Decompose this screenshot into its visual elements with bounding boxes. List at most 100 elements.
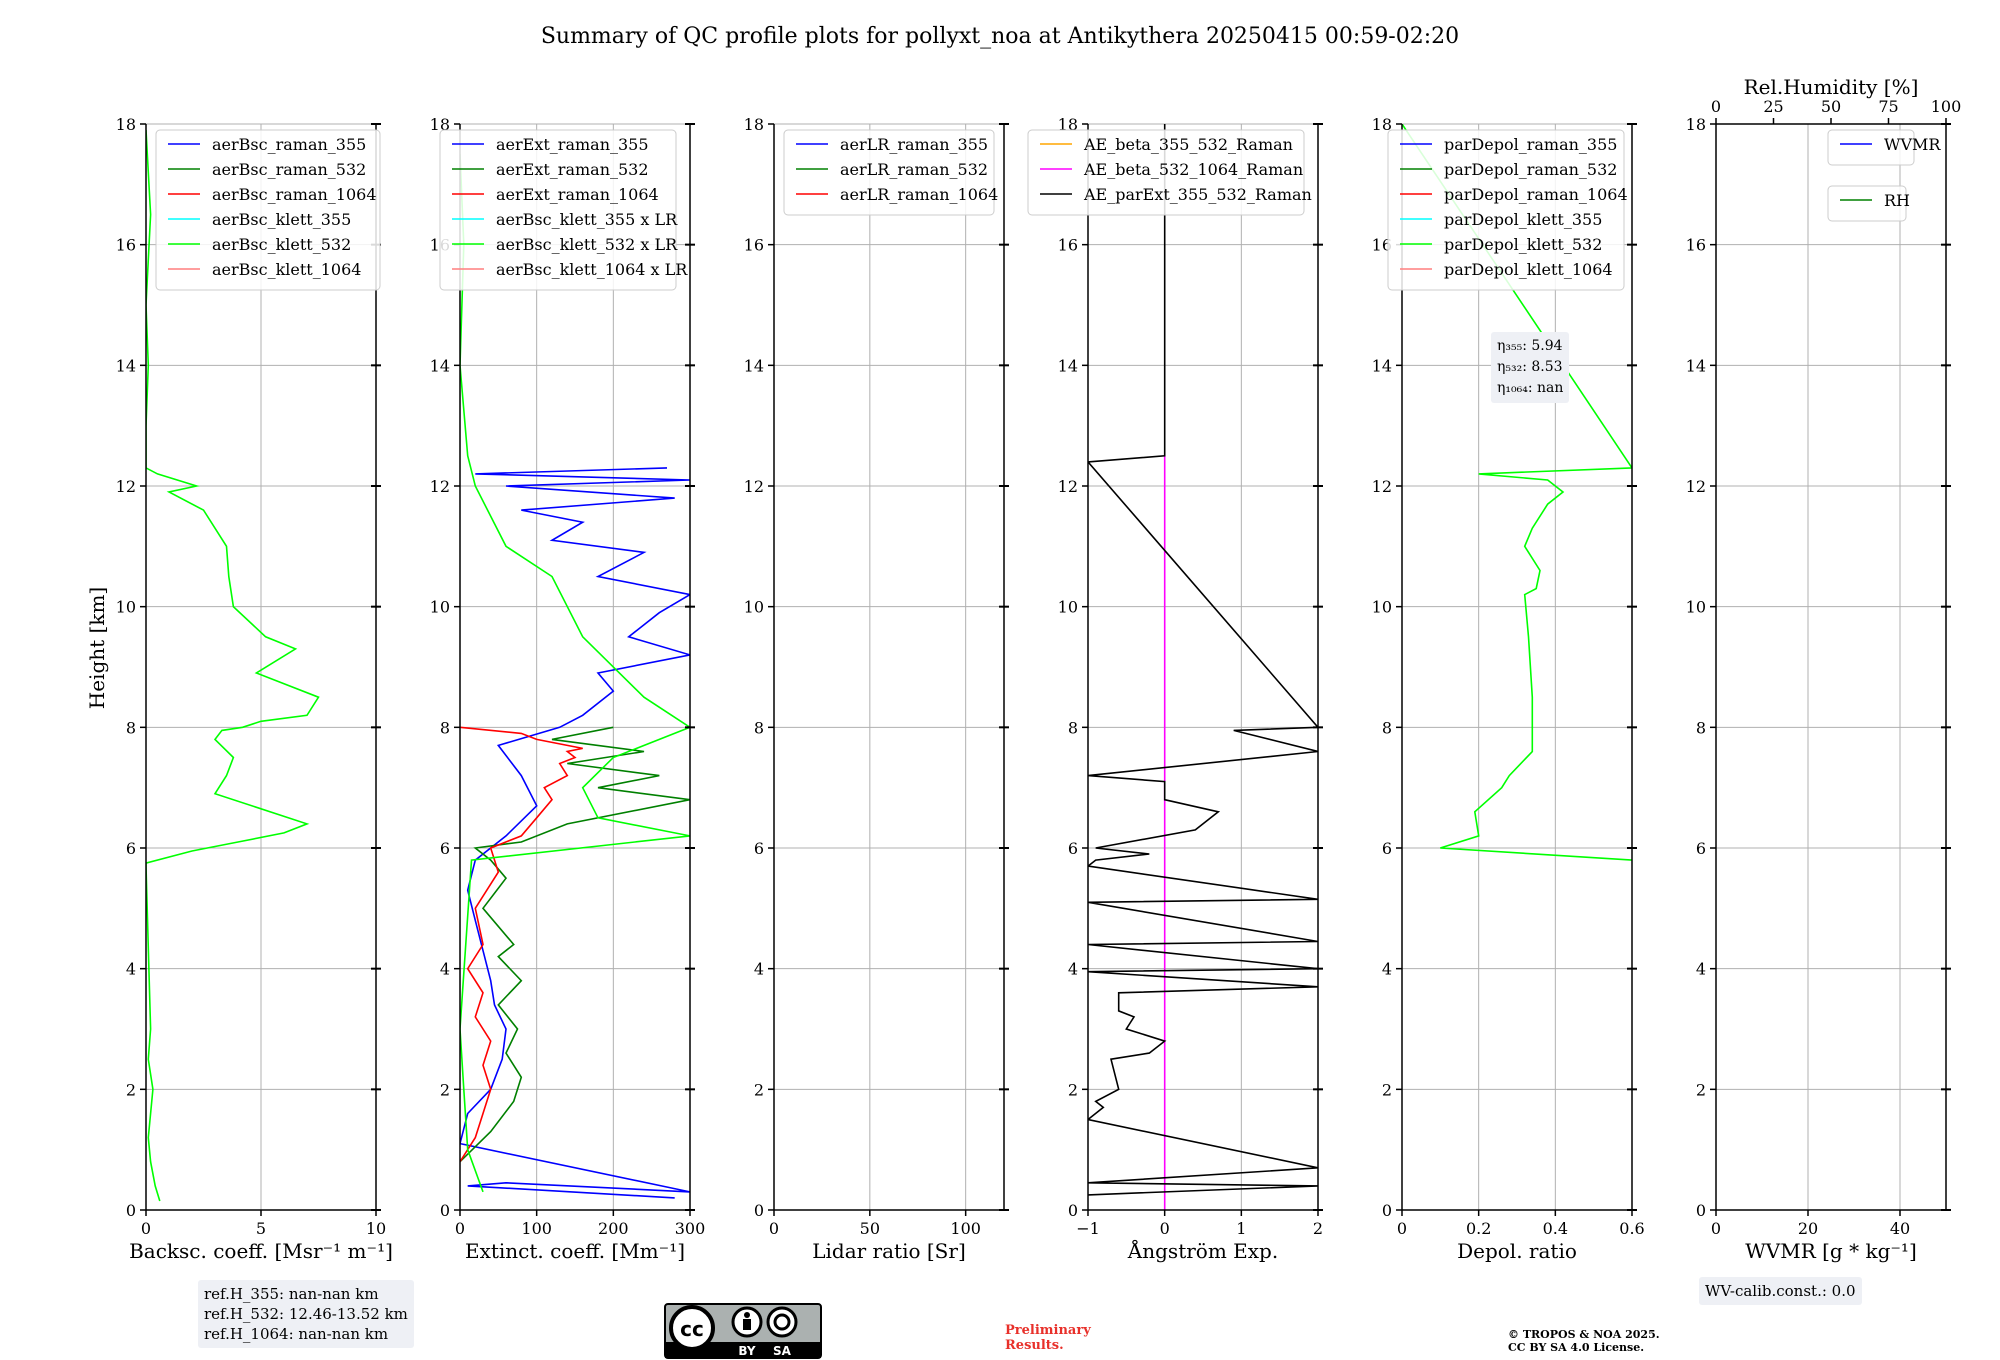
y-tick-label: 4 — [754, 960, 764, 979]
x-tick-label: −1 — [1076, 1219, 1100, 1238]
y-tick-label: 2 — [1068, 1080, 1078, 1099]
y-tick-label: 12 — [430, 477, 450, 496]
x-axis-label: Lidar ratio [Sr] — [812, 1239, 966, 1263]
y-tick-label: 8 — [440, 718, 450, 737]
panel-2: 0246810121416180100200300Extinct. coeff.… — [430, 115, 706, 1263]
y-tick-label: 10 — [1686, 598, 1706, 617]
eta-1064: η₁₀₆₄: nan — [1497, 380, 1564, 396]
legend: aerLR_raman_355 aerLR_raman_532 aerLR_rama… — [783, 129, 998, 216]
x-tick-label: 10 — [366, 1219, 386, 1238]
legend-frame — [1387, 129, 1625, 291]
y-tick-label: 14 — [430, 356, 450, 375]
ref-height-532: ref.H_532: 12.46-13.52 km — [204, 1305, 408, 1323]
y-tick-label: 18 — [1372, 115, 1392, 134]
y-tick-label: 12 — [1058, 477, 1078, 496]
x-tick-label: 1 — [1236, 1219, 1246, 1238]
legend-label: aerLR_raman_1064 — [840, 185, 998, 204]
legend-label: aerExt_raman_1064 — [496, 185, 659, 204]
legend-frame — [155, 129, 381, 291]
legend-frame — [1827, 185, 1907, 222]
y-tick-label: 14 — [1372, 356, 1392, 375]
legend-label: aerBsc_klett_355 — [212, 210, 351, 229]
y-tick-label: 4 — [126, 960, 136, 979]
series-line-ae-parext-355-532-raman — [1088, 124, 1318, 1196]
legend-label: parDepol_raman_532 — [1444, 160, 1617, 179]
x-tick-label: 5 — [256, 1219, 266, 1238]
copyright-line-1: © TROPOS & NOA 2025. — [1508, 1328, 1660, 1341]
y-tick-label: 0 — [1696, 1201, 1706, 1220]
x-tick-label: 20 — [1798, 1219, 1818, 1238]
license-by-label: BY — [738, 1344, 755, 1358]
y-tick-label: 8 — [1068, 718, 1078, 737]
x-axis-label: Depol. ratio — [1457, 1239, 1577, 1263]
y-tick-label: 6 — [126, 839, 136, 858]
legend-label: parDepol_klett_355 — [1444, 210, 1602, 229]
y-tick-label: 8 — [1382, 718, 1392, 737]
x-axis-label: Ångström Exp. — [1127, 1238, 1278, 1263]
legend-label: aerBsc_raman_355 — [212, 135, 366, 154]
ref-height-1064: ref.H_1064: nan-nan km — [204, 1325, 389, 1343]
y-tick-label: 6 — [440, 839, 450, 858]
panel-5: 0 2 4 6 8 10 12 14 16 18 0 0.2 0.4 0.6 Depol. ratio par… — [1372, 115, 1645, 1263]
x-tick-label: 0 — [1711, 1219, 1721, 1238]
x-tick-label: 0 — [1160, 1219, 1170, 1238]
legend: parDepol_raman_355 parDepol_raman_532 parD… — [1387, 129, 1628, 291]
y-axis-label: Height [km] — [85, 587, 109, 709]
top-x-tick-label: 75 — [1878, 97, 1898, 116]
y-tick-label: 0 — [1382, 1201, 1392, 1220]
x-tick-label: 0.6 — [1619, 1219, 1644, 1238]
top-x-tick-label: 0 — [1711, 97, 1721, 116]
wv-calib-box: WV-calib.const.: 0.0 — [1699, 1277, 1862, 1305]
y-tick-label: 6 — [1068, 839, 1078, 858]
y-tick-label: 18 — [1058, 115, 1078, 134]
legend-frame — [783, 129, 995, 216]
y-tick-label: 10 — [430, 598, 450, 617]
series-line-aerext-raman-532 — [460, 726, 690, 1163]
legend: WVMR — [1827, 129, 1941, 166]
legend-label: RH — [1884, 191, 1910, 210]
y-tick-label: 18 — [1686, 115, 1706, 134]
cc-icon — [669, 1305, 715, 1351]
y-tick-label: 6 — [754, 839, 764, 858]
y-tick-label: 2 — [1382, 1080, 1392, 1099]
y-tick-label: 4 — [440, 960, 450, 979]
x-tick-label: 0.2 — [1466, 1219, 1491, 1238]
preliminary-line-1: Preliminary — [1005, 1323, 1091, 1338]
y-tick-label: 10 — [1058, 598, 1078, 617]
legend-label: aerBsc_klett_355 x LR — [496, 210, 678, 229]
legend: AE_beta_355_532_Raman AE_beta_532_1064_Ra… — [1027, 129, 1312, 216]
legend-label: aerLR_raman_532 — [840, 160, 988, 179]
preliminary-note: Preliminary Results. — [1005, 1323, 1091, 1353]
y-tick-label: 0 — [440, 1201, 450, 1220]
y-tick-label: 14 — [1686, 356, 1706, 375]
y-tick-label: 2 — [126, 1080, 136, 1099]
y-tick-label: 4 — [1382, 960, 1392, 979]
y-tick-label: 2 — [440, 1080, 450, 1099]
x-tick-label: 0 — [141, 1219, 151, 1238]
y-tick-label: 12 — [1686, 477, 1706, 496]
legend-label: parDepol_klett_1064 — [1444, 260, 1613, 279]
legend-label: aerBsc_raman_1064 — [212, 185, 377, 204]
series-line-aerext-raman-355 — [460, 467, 690, 1199]
copyright-line-2: CC BY SA 4.0 License. — [1508, 1341, 1645, 1354]
series-line-aerext-raman-1064 — [460, 726, 583, 1163]
legend-label: AE_beta_532_1064_Raman — [1083, 160, 1303, 179]
series-line-pardepol-klett-532 — [1402, 124, 1632, 861]
legend-label: aerBsc_klett_1064 x LR — [496, 260, 688, 279]
legend-label: aerBsc_klett_532 x LR — [496, 235, 678, 254]
legend-label: aerBsc_raman_532 — [212, 160, 366, 179]
x-axis-label: WVMR [g * kg⁻¹] — [1745, 1239, 1917, 1263]
preliminary-line-2: Results. — [1005, 1338, 1064, 1353]
y-tick-label: 4 — [1696, 960, 1706, 979]
figure-title: Summary of QC profile plots for pollyxt_… — [541, 24, 1459, 49]
y-tick-label: 14 — [744, 356, 764, 375]
eta-532: η₅₃₂: 8.53 — [1497, 359, 1563, 375]
top-x-tick-label: 50 — [1821, 97, 1841, 116]
legend-label: AE_beta_355_532_Raman — [1083, 135, 1293, 154]
series-line-aerbsc-klett-532 — [146, 129, 320, 1202]
legend-frame — [1827, 129, 1915, 166]
legend-label: aerLR_raman_355 — [840, 135, 988, 154]
y-tick-label: 16 — [1372, 236, 1392, 255]
